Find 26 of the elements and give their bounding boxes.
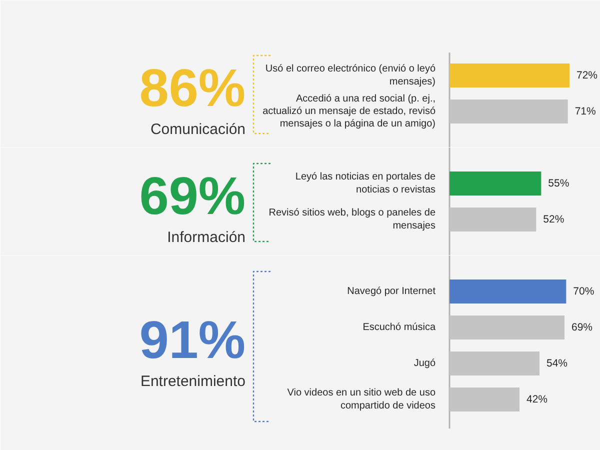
data-label: 55% (548, 178, 570, 190)
chart-title: 86% (139, 59, 246, 118)
data-label: 71% (574, 106, 596, 118)
y-tick-label: Jugó (414, 358, 436, 369)
bar (450, 280, 566, 304)
y-tick-label: Leyó las noticias en portales de noticias o revistas (295, 172, 436, 196)
y-tick-label: Vio videos en un sitio web de uso compartido de videos (287, 388, 436, 412)
data-label: 70% (573, 286, 594, 298)
data-label: 52% (543, 214, 564, 226)
text: Información (167, 229, 246, 246)
data-label: 54% (546, 358, 568, 370)
text: 91% (139, 311, 246, 370)
y-tick-label: Revisó sitios web, blogs o paneles de mensajes (268, 208, 436, 232)
y-tick-label: Usó el correo electrónico (envió o leyó mensajes) (265, 64, 436, 88)
text: Comunicación (150, 121, 246, 138)
y-tick-label: Escuchó música (362, 322, 436, 333)
data-label: 69% (572, 322, 593, 334)
data-label: 42% (526, 394, 548, 406)
y-tick-label: Accedió a una red social (p. ej., actualizó un mensaje de estado, revisó mensajes o la página de un amigo) (262, 93, 436, 130)
bar (450, 352, 540, 376)
bar (450, 388, 520, 412)
y-tick-label: Navegó por Internet (347, 286, 436, 297)
text: Entretenimiento (140, 373, 246, 390)
chart-title: 69% (139, 167, 246, 226)
bar (450, 316, 564, 340)
data-label: 72% (576, 70, 598, 82)
